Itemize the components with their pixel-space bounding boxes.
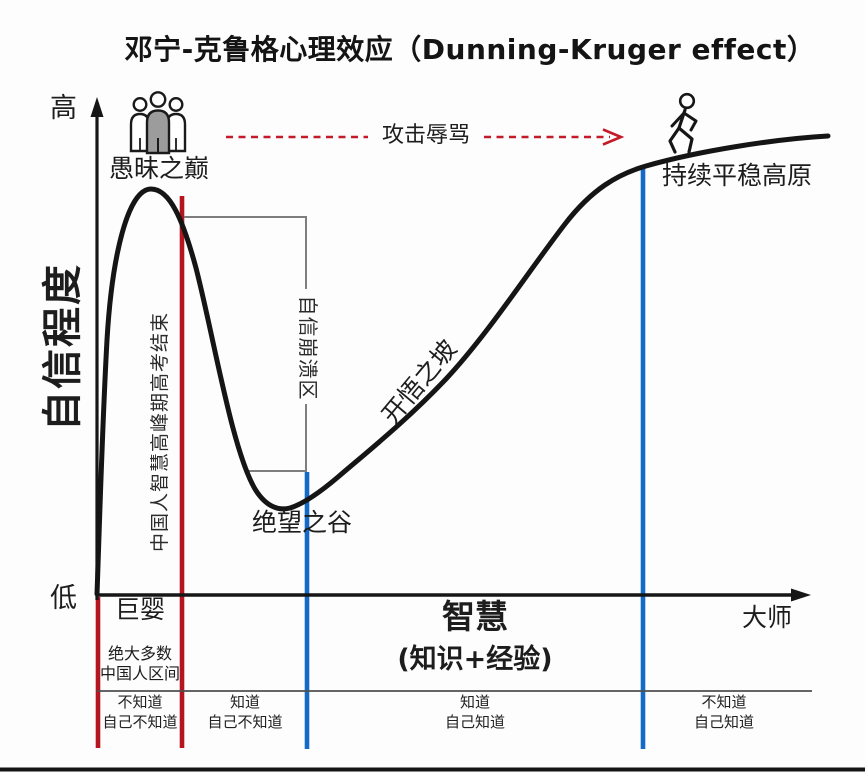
abuse-arrowhead	[602, 128, 625, 146]
x-axis-wisdom-sublabel: (知识+经验)	[397, 644, 553, 675]
knowledge-cell-3: 知道 自己知道	[444, 693, 505, 731]
y-axis-arrowhead	[90, 97, 104, 117]
valley-of-despair-label: 绝望之谷	[252, 508, 353, 537]
knowledge-cell-2: 知道 自己不知道	[207, 693, 283, 731]
y-axis-low-label: 低	[50, 583, 77, 614]
majority-note-label: 绝大多数 中国人区间	[99, 644, 180, 683]
confidence-curve	[94, 133, 831, 597]
x-axis-baby-label: 巨婴	[114, 595, 165, 624]
knowledge-cell-4: 不知道 自己知道	[693, 693, 754, 731]
collapse-bracket-top	[184, 216, 307, 289]
collapse-zone-label: 自信崩溃区	[296, 295, 320, 401]
x-axis-wisdom-label: 智慧	[442, 597, 508, 636]
abuse-arrow-label: 攻击辱骂	[381, 123, 470, 148]
page-title: 邓宁-克鲁格心理效应（Dunning-Kruger effect）	[124, 33, 816, 66]
collapse-bracket-bottom	[249, 404, 307, 472]
walking-person-icon	[668, 92, 698, 154]
exam-note-label: 中国人智慧高峰期高考结束	[149, 312, 171, 553]
knowledge-cell-1: 不知道 自己不知道	[102, 693, 178, 731]
y-axis-high-label: 高	[50, 93, 77, 124]
y-axis-title: 自信程度	[40, 263, 86, 431]
x-axis-arrowhead	[791, 588, 811, 602]
peak-of-ignorance-label: 愚昧之巅	[109, 154, 210, 183]
plateau-label: 持续平稳高原	[662, 161, 813, 190]
crowd-icon	[129, 91, 187, 155]
x-axis-master-label: 大师	[742, 603, 793, 632]
